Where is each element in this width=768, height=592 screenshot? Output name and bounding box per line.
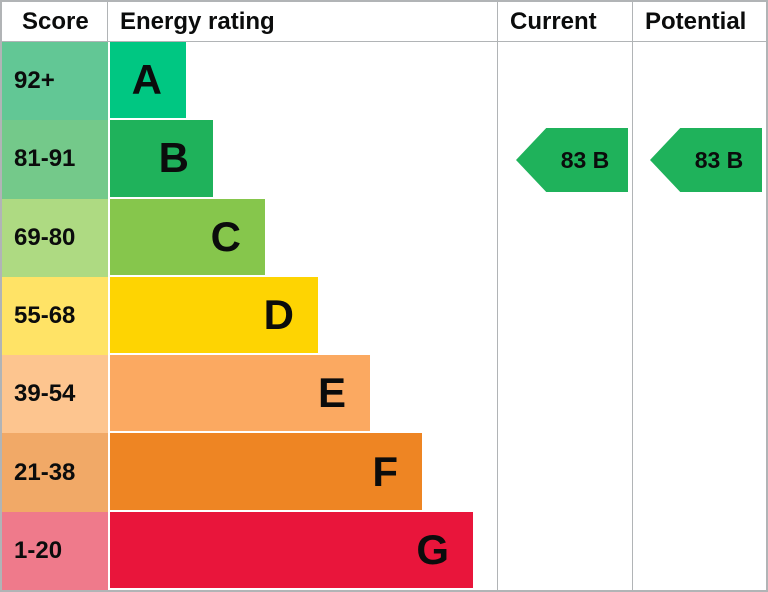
band-row-g: G xyxy=(108,511,497,590)
band-letter-c: C xyxy=(210,212,241,260)
band-letter-g: G xyxy=(416,525,449,573)
column-header-current: Current xyxy=(497,2,632,42)
band-bar-c: C xyxy=(110,198,265,275)
band-row-e: E xyxy=(108,355,497,433)
band-bar-e: E xyxy=(110,355,370,432)
score-range-f: 21-38 xyxy=(2,433,108,512)
band-row-b: B xyxy=(108,120,497,198)
band-bar-g: G xyxy=(110,511,473,588)
band-row-a: A xyxy=(108,42,497,120)
score-range-a: 92+ xyxy=(2,42,108,121)
score-range-d: 55-68 xyxy=(2,276,108,356)
score-range-e: 39-54 xyxy=(2,355,108,434)
band-letter-e: E xyxy=(317,369,346,417)
potential-column: 83 B xyxy=(632,42,766,590)
score-range-b: 81-91 xyxy=(2,120,108,199)
band-bar-a: A xyxy=(110,42,186,119)
band-letter-a: A xyxy=(131,56,162,104)
band-bar-b: B xyxy=(110,120,213,197)
column-header-potential: Potential xyxy=(632,2,766,42)
current-column: 83 B xyxy=(497,42,632,590)
band-row-c: C xyxy=(108,198,497,277)
score-range-g: 1-20 xyxy=(2,511,108,590)
score-range-c: 69-80 xyxy=(2,198,108,277)
current-rating-arrow: 83 B xyxy=(516,128,628,192)
band-row-f: F xyxy=(108,433,497,511)
band-bar-d: D xyxy=(110,276,318,354)
band-row-d: D xyxy=(108,276,497,355)
band-letter-f: F xyxy=(372,447,398,495)
band-letter-d: D xyxy=(263,290,294,338)
potential-rating-label: 83 B xyxy=(694,146,744,173)
column-header-score: Score xyxy=(2,2,108,42)
band-bar-f: F xyxy=(110,433,422,510)
column-header-energy-rating: Energy rating xyxy=(108,2,497,42)
band-letter-b: B xyxy=(158,134,189,182)
current-rating-label: 83 B xyxy=(560,146,610,173)
potential-rating-arrow: 83 B xyxy=(650,128,762,192)
